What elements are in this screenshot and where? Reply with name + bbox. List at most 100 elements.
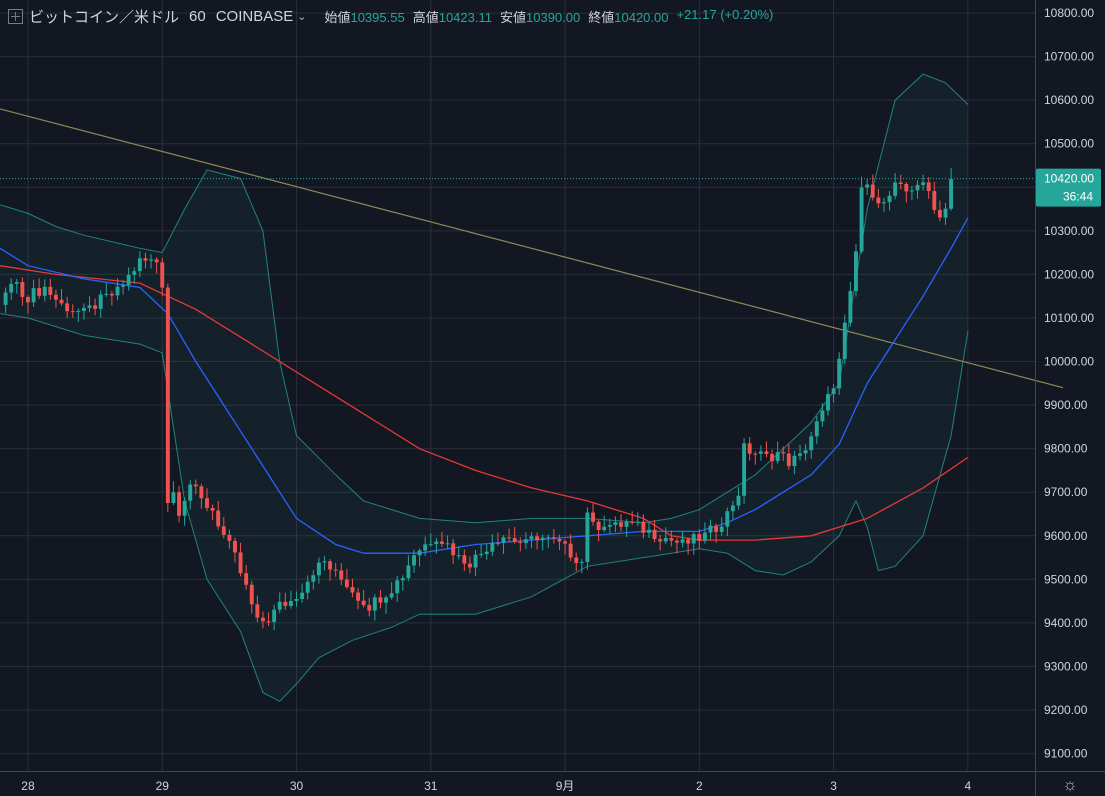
candle-body <box>854 251 858 291</box>
candle-body <box>356 592 361 601</box>
candle-body <box>305 581 310 593</box>
candle-body <box>333 569 338 571</box>
chart-header: ビットコイン／米ドル 60 COINBASE ⌄ 始値10395.55 高値10… <box>0 0 773 32</box>
candle-body <box>484 551 489 555</box>
candle-body <box>742 443 747 496</box>
candle-body <box>848 290 853 323</box>
candle-body <box>76 310 81 312</box>
candle-body <box>898 182 903 185</box>
candle-body <box>171 492 176 503</box>
candle-body <box>266 621 271 623</box>
candle-body <box>574 557 579 563</box>
candle-body <box>149 259 154 261</box>
candle-body <box>490 542 495 552</box>
price-axis[interactable]: 9100.00 9200.00 9300.00 9400.00 9500.00 9600.… <box>1044 6 1094 761</box>
candle-body <box>507 537 512 539</box>
candle-body <box>143 258 148 261</box>
candle-body <box>339 570 344 580</box>
candle-body <box>473 554 478 568</box>
candle-body <box>199 486 204 499</box>
candle-body <box>233 540 237 553</box>
symbol-name[interactable]: ビットコイン／米ドル <box>29 8 180 26</box>
candle-body <box>775 452 780 462</box>
candle-body <box>249 584 254 605</box>
candle-body <box>288 600 293 606</box>
candle-body <box>93 305 98 309</box>
price-tick-label: 9500.00 <box>1044 572 1088 586</box>
candle-body <box>255 604 260 618</box>
candle-body <box>31 288 36 303</box>
price-tick-label: 10200.00 <box>1044 267 1094 281</box>
interval-label[interactable]: 60 <box>189 7 206 25</box>
time-axis[interactable]: 28 29 30 31 9月 2 3 4 <box>21 779 971 793</box>
candle-body <box>188 484 193 501</box>
candle-body <box>781 452 786 454</box>
candle-body <box>165 287 170 503</box>
price-tick-label: 10300.00 <box>1044 224 1094 238</box>
candle-body <box>579 562 584 564</box>
candle-body <box>20 282 25 297</box>
trend-line <box>0 108 1064 389</box>
candle-body <box>48 286 53 295</box>
gear-icon[interactable]: ☼ <box>1062 775 1078 794</box>
candle-body <box>277 601 282 610</box>
candle-body <box>412 555 416 566</box>
candle-body <box>803 450 808 454</box>
bollinger-fill <box>0 74 968 702</box>
candle-body <box>663 537 668 542</box>
candle-body <box>440 541 444 544</box>
candle-body <box>400 578 405 581</box>
candle-body <box>495 542 500 544</box>
close-value: 10420.00 <box>614 9 669 25</box>
price-tick-label: 10600.00 <box>1044 93 1094 107</box>
change-value: +21.17 (+0.20%) <box>676 6 774 22</box>
bollinger-lower <box>0 313 969 702</box>
high-value: 10423.11 <box>438 9 492 25</box>
price-tick-label: 9400.00 <box>1044 616 1088 630</box>
candle-body <box>70 311 75 313</box>
candle-body <box>535 536 540 541</box>
price-tick-label: 9100.00 <box>1044 747 1088 761</box>
exchange-label[interactable]: COINBASE <box>215 7 294 25</box>
candle-body <box>758 451 763 454</box>
candle-body <box>842 322 847 359</box>
candle-body <box>53 294 58 300</box>
price-tick-label: 9300.00 <box>1044 659 1088 673</box>
candle-body <box>372 597 377 611</box>
time-tick-label: 29 <box>156 779 170 793</box>
candle-body <box>607 524 612 527</box>
candle-body <box>227 534 232 541</box>
candle-body <box>753 453 758 455</box>
expand-icon[interactable] <box>8 8 23 24</box>
candle-body <box>647 529 651 533</box>
candle-body <box>160 262 165 288</box>
candle-body <box>859 187 864 252</box>
candle-body <box>697 534 702 541</box>
grid-lines <box>0 0 1035 771</box>
candle-body <box>596 521 601 531</box>
candle-body <box>669 537 674 541</box>
low-label: 安値 <box>499 9 526 25</box>
price-tick-label: 9200.00 <box>1044 703 1088 717</box>
candle-body <box>792 455 797 467</box>
candle-body <box>81 307 86 311</box>
candle-body <box>736 495 741 506</box>
candle-body <box>876 197 881 204</box>
candle-body <box>870 184 875 198</box>
open-label: 始値 <box>324 9 351 25</box>
candle-body <box>126 274 131 286</box>
time-tick-label: 4 <box>965 779 972 793</box>
candle-body <box>820 410 825 422</box>
candle-body <box>456 555 461 557</box>
candle-body <box>619 522 623 527</box>
candle-body <box>137 258 142 272</box>
chevron-down-icon[interactable]: ⌄ <box>297 10 307 23</box>
candle-body <box>501 537 506 543</box>
candle-body <box>630 521 635 523</box>
candle-body <box>921 182 926 186</box>
candle-body <box>568 543 573 558</box>
candle-body <box>523 539 528 543</box>
candle-body <box>384 597 388 603</box>
candle-body <box>540 537 545 541</box>
